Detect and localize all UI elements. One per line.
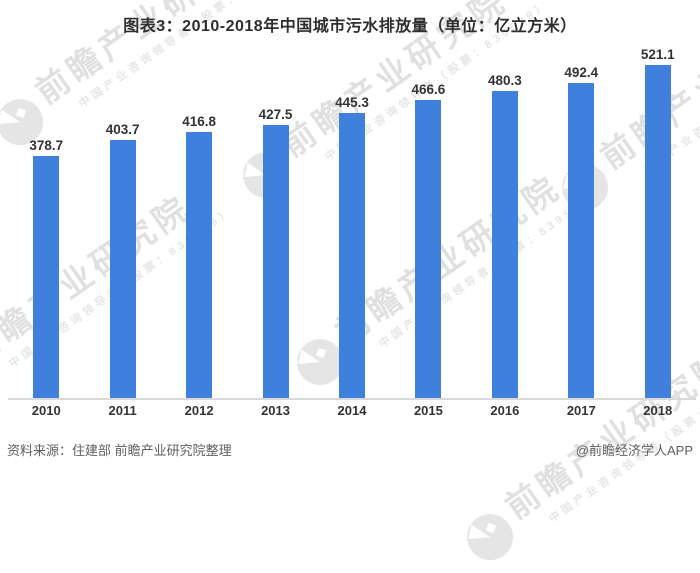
x-tick-2012: 2012 [184,403,214,418]
bar-value-label: 492.4 [564,65,599,80]
credit-note: @前瞻经济学人APP [575,443,693,458]
bar-2011 [109,140,136,398]
bar-column-2017: 492.4 [543,47,619,398]
x-tick-2016: 2016 [490,403,520,418]
x-tick-2011: 2011 [108,403,137,418]
bar-column-2012: 416.8 [161,47,237,398]
bar-value-label: 416.8 [182,114,216,129]
chart-title: 图表3：2010-2018年中国城市污水排放量（单位：亿立方米） [123,18,577,35]
bar-2018 [644,65,671,398]
bar-column-2016: 480.3 [467,47,543,398]
bar-2013 [262,125,289,398]
bar-value-label: 480.3 [487,73,522,88]
x-tick-2017: 2017 [566,403,596,418]
bar-column-2013: 427.5 [237,47,313,398]
bar-column-2010: 378.7 [8,47,84,398]
x-tick-2015: 2015 [413,403,443,418]
bar-column-2018: 521.1 [620,47,696,398]
bar-value-label: 427.5 [258,107,293,122]
bar-column-2014: 445.3 [314,47,390,398]
bar-value-label: 466.6 [411,82,446,97]
bar-value-label: 403.7 [105,122,140,137]
x-tick-2013: 2013 [261,403,290,418]
source-note: 资料来源：住建部 前瞻产业研究院整理 [7,443,232,458]
bar-2012 [186,132,213,398]
x-tick-2018: 2018 [643,403,673,418]
bar-column-2011: 403.7 [84,47,160,398]
x-tick-2014: 2014 [337,403,367,418]
x-tick-2010: 2010 [31,403,61,418]
bar-value-label: 378.7 [29,138,64,153]
bar-value-label: 445.3 [335,95,369,110]
qianzhan-logo-icon [467,514,514,561]
plot-area: 378.7 403.7 416.8 427.5 445.3 466.6 480.3 492.4… [8,47,696,400]
footer: 资料来源：住建部 前瞻产业研究院整理 @前瞻经济学人APP [7,440,693,459]
bar-value-label: 521.1 [640,47,675,62]
bar-2010 [33,156,60,398]
bar-column-2015: 466.6 [390,47,466,398]
bar-2017 [568,83,595,398]
bar-2016 [491,91,518,398]
bar-2014 [338,113,365,398]
chart-container: 图表3：2010-2018年中国城市污水排放量（单位：亿立方米） 378.7 40… [7,18,696,459]
bar-2015 [415,100,442,398]
x-axis: 2010 2011 2012 2013 2014 2015 2016 2017 2018 [8,403,696,418]
